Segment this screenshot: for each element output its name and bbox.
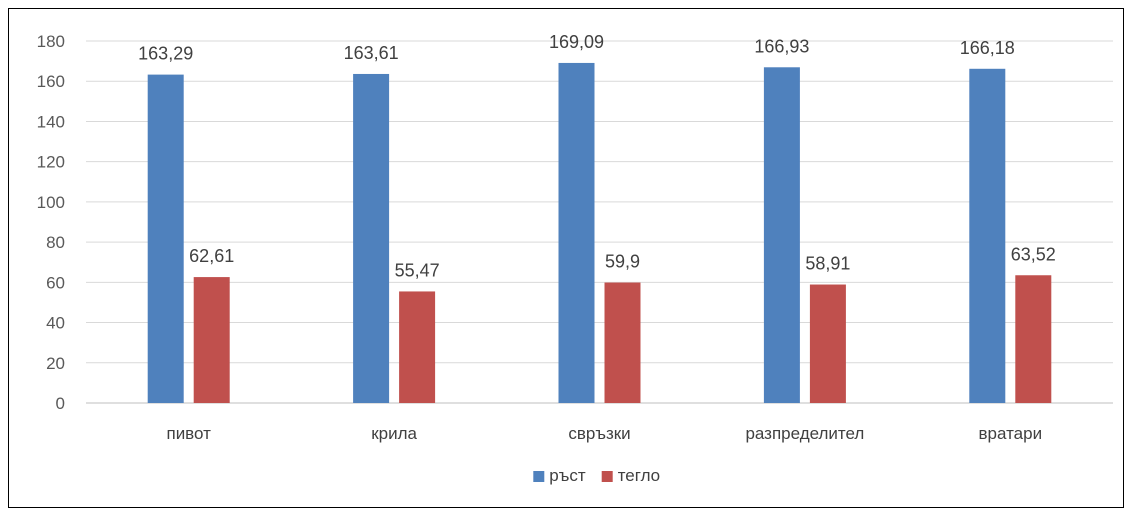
data-label-тегло-свръзки: 59,9 <box>605 252 640 272</box>
data-label-ръст-свръзки: 169,09 <box>549 32 604 52</box>
data-label-ръст-вратари: 166,18 <box>960 38 1015 58</box>
category-label-вратари: вратари <box>979 424 1043 443</box>
bar-ръст-пивот <box>147 74 184 404</box>
y-tick-label: 180 <box>37 32 65 51</box>
data-label-тегло-вратари: 63,52 <box>1011 244 1056 264</box>
gridlines <box>86 40 1113 404</box>
data-labels: 163,29 62,61 163,61 55,47 169,09 59,9 166,93 58… <box>138 32 1056 281</box>
legend: ръст тегло <box>533 466 660 485</box>
bar-тегло-свръзки <box>604 282 641 403</box>
legend-item-ръст: ръст <box>533 466 586 485</box>
bar-тегло-разпределител <box>809 284 846 403</box>
bars <box>147 62 1052 404</box>
bar-тегло-пивот <box>193 277 230 403</box>
data-label-ръст-разпределител: 166,93 <box>754 36 809 56</box>
data-label-тегло-разпределител: 58,91 <box>805 254 850 274</box>
y-axis-ticks: 0 20 40 60 80 100 120 140 160 180 <box>37 32 65 413</box>
legend-label-тегло: тегло <box>618 466 660 485</box>
data-label-тегло-крила: 55,47 <box>395 260 440 280</box>
data-label-ръст-пивот: 163,29 <box>138 44 193 64</box>
category-label-разпределител: разпределител <box>745 424 864 443</box>
category-label-крила: крила <box>371 424 417 443</box>
y-tick-label: 60 <box>46 273 65 292</box>
chart-frame: 0 20 40 60 80 100 120 140 160 180 163,29 62,61 163,… <box>8 8 1124 508</box>
y-tick-label: 40 <box>46 314 65 333</box>
category-label-свръзки: свръзки <box>568 424 630 443</box>
x-axis-categories: пивот крила свръзки разпределител вратари <box>166 424 1042 443</box>
y-tick-label: 100 <box>37 193 65 212</box>
y-tick-label: 160 <box>37 72 65 91</box>
legend-swatch-ръст <box>533 471 545 482</box>
category-label-пивот: пивот <box>166 424 211 443</box>
legend-label-ръст: ръст <box>549 466 586 485</box>
y-tick-label: 80 <box>46 233 65 252</box>
legend-swatch-тегло <box>601 471 613 482</box>
y-tick-label: 0 <box>56 394 65 413</box>
legend-item-тегло: тегло <box>601 466 660 485</box>
bar-тегло-вратари <box>1015 275 1052 403</box>
y-tick-label: 120 <box>37 153 65 172</box>
bar-ръст-свръзки <box>558 62 595 403</box>
y-tick-label: 20 <box>46 354 65 373</box>
bar-ръст-вратари <box>969 68 1006 404</box>
bar-ръст-разпределител <box>763 67 800 403</box>
data-label-тегло-пивот: 62,61 <box>189 246 234 266</box>
y-tick-label: 140 <box>37 112 65 131</box>
bar-ръст-крила <box>353 73 390 404</box>
data-label-ръст-крила: 163,61 <box>344 43 399 63</box>
bar-тегло-крила <box>399 291 436 403</box>
